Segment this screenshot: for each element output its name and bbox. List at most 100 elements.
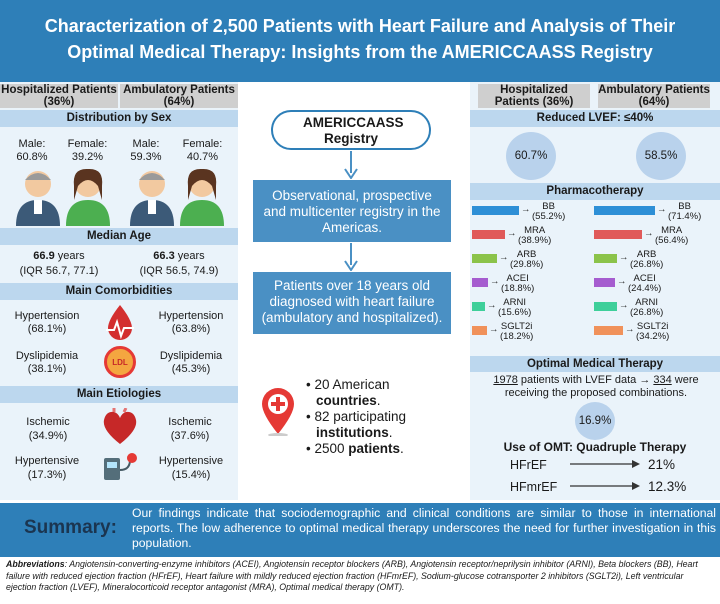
pharma-bar-bb-hosp [472, 206, 519, 215]
pharma-value-label: (15.6%) [498, 307, 532, 318]
right-col-hosp-header: Hospitalized Patients (36%) [478, 84, 590, 108]
pharma-bar-mra-amb [594, 230, 642, 239]
pharma-bar-sglt2i-hosp [472, 326, 487, 335]
hosp-median-age: 66.9 years [0, 250, 118, 263]
omt-end: were receiving the proposed combinations… [504, 374, 699, 399]
arrow-down-icon-1 [344, 151, 358, 179]
pharma-category-label: ARNI [635, 297, 658, 308]
hosp-people-icon [16, 168, 110, 226]
omt-text: 1978 patients with LVEF data → 334 were … [474, 374, 718, 400]
pharma-value-label: (29.8%) [510, 259, 544, 270]
pharma-value-label: (55.2%) [532, 211, 566, 222]
lvef-amb-circle: 58.5% [636, 132, 686, 180]
amb-people-icon [130, 168, 224, 226]
hosp-hyp-label: Hypertensive [14, 455, 80, 467]
pharma-bar-arni-amb [594, 302, 617, 311]
lvef-hosp-value: 60.7% [514, 150, 548, 162]
sex-heading: Distribution by Sex [0, 110, 238, 127]
pharma-bar-arni-hosp [472, 302, 485, 311]
quad-hfref-label: HFrEF [510, 458, 547, 472]
stat-countries: • 20 American [306, 377, 390, 392]
title-line-2: Optimal Medical Therapy: Insights from t… [67, 42, 653, 62]
stat-patients-post: . [400, 441, 404, 456]
amb-female-text: Female: 40.7% [182, 138, 223, 163]
pharma-arrow-icon: → [499, 252, 509, 263]
lvef-heading: Reduced LVEF: ≤40% [470, 110, 720, 127]
pharma-arrow-icon: → [507, 228, 517, 239]
stat-institutions-line2: institutions. [306, 425, 456, 441]
pharma-label-mra-amb: MRA (56.4%) [655, 226, 688, 246]
pharma-category-label: BB [542, 201, 555, 212]
pharma-label-bb-hosp: BB (55.2%) [532, 202, 565, 222]
abbreviations-footer: Abbreviations: Angiotensin-converting-en… [6, 559, 714, 594]
summary-label: Summary: [24, 517, 117, 538]
inclusion-criteria-box: Patients over 18 years old diagnosed wit… [253, 272, 451, 334]
amb-median-age: 66.3 years [120, 250, 238, 263]
pharma-arrow-icon: → [521, 204, 531, 215]
stat-institutions-bold: institutions [316, 425, 389, 440]
pharma-arrow-icon: → [617, 276, 627, 287]
hosp-htn-label: Hypertension [14, 310, 80, 322]
heart-icon [103, 408, 137, 444]
pharma-label-acei-hosp: ACEI (18.8%) [501, 274, 534, 294]
pharma-label-mra-hosp: MRA (38.9%) [518, 226, 551, 246]
pharma-value-label: (18.8%) [501, 283, 535, 294]
pharma-label-bb-amb: BB (71.4%) [668, 202, 701, 222]
omt-n1: 1978 [493, 374, 518, 386]
pharma-category-label: ARB [516, 249, 537, 260]
pharma-arrow-icon: → [644, 228, 654, 239]
amb-htn-label: Hypertension [158, 310, 224, 322]
pharma-category-label: BB [678, 201, 691, 212]
quad-heading: Use of OMT: Quadruple Therapy [503, 440, 687, 454]
abbreviations-label: Abbreviations [6, 559, 65, 569]
hosp-htn-value: (68.1%) [27, 323, 67, 335]
omt-percent-value: 16.9% [578, 415, 612, 427]
pharma-arrow-icon: → [619, 252, 629, 263]
quad-hfmref-value: 12.3% [648, 479, 687, 494]
stat-institutions-pre: 82 participating [314, 409, 407, 424]
arrow-down-icon-2 [344, 243, 358, 271]
pharma-bar-sglt2i-amb [594, 326, 623, 335]
stat-countries-pre: 20 American [314, 377, 390, 392]
quad-hfref-value: 21% [648, 457, 676, 472]
omt-n2: 334 [653, 374, 672, 386]
arrow-right-icon-hfmref [570, 482, 640, 490]
pharma-label-arb-amb: ARB (26.8%) [630, 250, 663, 270]
abbreviations-text: : Angiotensin-converting-enzyme inhibito… [6, 559, 698, 592]
stat-countries-line2: countries. [306, 393, 456, 409]
hosp-female-text: Female: 39.2% [67, 138, 108, 163]
amb-age-iqr: (IQR 56.5, 74.9) [139, 265, 219, 277]
stat-patients: • 2500 patients. [306, 441, 404, 456]
left-col-hosp-header: Hospitalized Patients (36%) [0, 84, 118, 108]
stat-patients-pre: 2500 [314, 441, 349, 456]
pharma-bar-arb-amb [594, 254, 617, 263]
amb-isch-value: (37.6%) [170, 430, 210, 442]
lvef-hosp-circle: 60.7% [506, 132, 556, 180]
omt-mid: patients with LVEF data → [517, 374, 654, 386]
hosp-age-iqr: (IQR 56.7, 77.1) [19, 265, 99, 277]
age-heading: Median Age [0, 228, 238, 245]
stat-institutions: • 82 participating [306, 409, 407, 424]
pharma-chart: → BB (55.2%) → BB (71.4%) → MRA (38.9%) → MRA (56.4… [470, 202, 720, 352]
ldl-badge-text: LDL [112, 357, 128, 367]
amb-male-text: Male: 59.3% [130, 138, 162, 163]
stat-patients-bold: patients [348, 441, 401, 456]
pharma-category-label: SGLT2i [636, 321, 669, 332]
pharma-category-label: SGLT2i [500, 321, 533, 332]
right-col-amb-header: Ambulatory Patients (64%) [598, 84, 710, 108]
pharma-value-label: (26.8%) [630, 307, 664, 318]
hosp-isch-value: (34.9%) [28, 430, 68, 442]
location-pin-icon [262, 388, 294, 436]
pharma-value-label: (18.2%) [500, 331, 534, 342]
pharma-label-sglt2i-amb: SGLT2i (34.2%) [636, 322, 669, 342]
pharma-category-label: ACEI [506, 273, 529, 284]
etiologies-heading: Main Etiologies [0, 386, 238, 403]
amb-age-unit: years [174, 250, 205, 262]
blood-pressure-icon [106, 305, 134, 340]
pharma-bar-mra-hosp [472, 230, 505, 239]
stat-countries-post: . [376, 393, 381, 408]
hosp-age-value: 66.9 [33, 250, 55, 262]
blood-pressure-monitor-icon [104, 453, 137, 480]
pharma-arrow-icon: → [657, 204, 667, 215]
pharma-arrow-icon: → [619, 300, 629, 311]
